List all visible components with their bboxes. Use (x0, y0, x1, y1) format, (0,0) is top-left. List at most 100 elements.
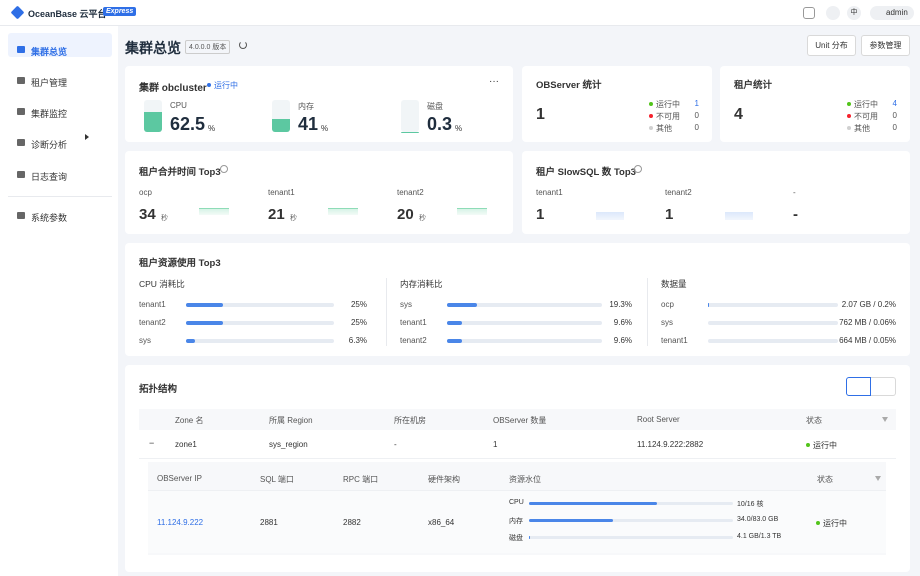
header-button[interactable]: 参数管理 (861, 35, 910, 56)
stat-dot (649, 102, 653, 106)
bar-track (529, 536, 733, 539)
card-title: 租户合并时间 Top3 (139, 167, 221, 178)
menu-item[interactable]: 系统参数 (31, 213, 68, 223)
group-title: CPU 消耗比 (139, 279, 185, 289)
card (125, 243, 910, 356)
bar (529, 519, 613, 522)
card (125, 66, 513, 142)
column-header: Root Server (637, 415, 680, 424)
card-title: 集群 obcluster (139, 83, 207, 94)
row-value: 9.6% (613, 318, 632, 327)
row-value: 6.3% (348, 336, 367, 345)
column-header: OBServer IP (157, 474, 202, 483)
menu-icon (17, 139, 25, 146)
stat-value: 0 (694, 111, 699, 120)
bar (529, 502, 657, 505)
item-value: - (793, 206, 798, 223)
item-name: tenant2 (397, 188, 424, 197)
metric-unit: % (208, 124, 216, 133)
row-name: tenant1 (661, 336, 688, 345)
group-title: 内存消耗比 (400, 279, 443, 289)
lang-button[interactable]: 中 (847, 6, 861, 20)
resource-text: 34.0/83.0 GB (737, 516, 779, 523)
bar (186, 303, 223, 307)
bar (186, 321, 223, 325)
menu-icon (17, 46, 25, 53)
expand-toggle[interactable]: − (149, 438, 155, 448)
menu-arrow (85, 134, 89, 140)
card (522, 151, 910, 234)
stat-total: 1 (536, 106, 545, 123)
badge: Express (103, 7, 137, 16)
stat-dot (649, 114, 653, 118)
cell: sys_region (269, 440, 308, 449)
item-name: tenant1 (536, 188, 563, 197)
card-title: 拓扑结构 (139, 384, 178, 395)
metric-label: 磁盘 (427, 102, 443, 111)
stat-dot (847, 126, 851, 130)
bar (447, 321, 462, 325)
bar-track (708, 321, 838, 325)
stat-label: 其他 (854, 124, 870, 133)
gauge-fill (144, 112, 162, 132)
card (125, 151, 513, 234)
item-value: 21 (268, 206, 285, 223)
menu-item[interactable]: 集群总览 (31, 47, 68, 57)
item-unit: 秒 (290, 215, 297, 222)
header-button[interactable]: Unit 分布 (807, 35, 856, 56)
icon-button (826, 6, 840, 20)
row-value: 664 MB / 0.05% (839, 336, 896, 345)
bar-track (708, 303, 838, 307)
sidebar-divider (8, 196, 112, 197)
status-dot (816, 521, 820, 525)
menu-item[interactable]: 诊断分析 (31, 140, 68, 150)
stat-label: 不可用 (854, 112, 878, 121)
item-unit: 秒 (161, 215, 168, 222)
row-name: tenant2 (139, 318, 166, 327)
item-value: 1 (665, 206, 674, 223)
metric-value: 0.3 (427, 114, 453, 134)
metric-unit: % (455, 124, 463, 133)
bar-track (529, 519, 733, 522)
menu-item[interactable]: 租户管理 (31, 78, 68, 88)
more-button[interactable]: ··· (489, 76, 499, 87)
card-title: 租户 SlowSQL 数 Top3 (536, 167, 636, 178)
card-title: 租户资源使用 Top3 (139, 258, 221, 269)
ip-link[interactable]: 11.124.9.222 (157, 518, 204, 527)
menu-icon (17, 171, 25, 178)
sparkline (725, 212, 753, 220)
resource-text: 10/16 核 (737, 501, 764, 508)
resource-label: 磁盘 (509, 535, 523, 542)
menu-icon (17, 212, 25, 219)
column-header: 所属 Region (269, 416, 313, 425)
stat-label: 运行中 (854, 100, 878, 109)
stat-dot (649, 126, 653, 130)
filter-icon (875, 476, 881, 481)
menu-item[interactable]: 集群监控 (31, 109, 68, 119)
resource-label: 内存 (509, 518, 523, 525)
stat-value: 4 (892, 99, 897, 108)
stat-value: 1 (694, 99, 699, 108)
item-value: 20 (397, 206, 414, 223)
cell: - (394, 440, 397, 449)
row-name: sys (400, 300, 412, 309)
row-value: 762 MB / 0.06% (839, 318, 896, 327)
column-header: 状态 (806, 416, 822, 425)
bar (447, 339, 462, 343)
item-unit: 秒 (419, 215, 426, 222)
cell: 2882 (343, 518, 361, 527)
sidebar-active (8, 33, 112, 57)
item-name: ocp (139, 188, 152, 197)
user-button[interactable]: admin (870, 6, 914, 20)
version-tag: 4.0.0.0 版本 (185, 40, 231, 54)
item-value: 34 (139, 206, 156, 223)
metric-label: CPU (170, 101, 187, 110)
sparkline (328, 208, 358, 215)
column-header: SQL 端口 (260, 475, 294, 484)
card (720, 66, 910, 142)
stat-value: 0 (694, 123, 699, 132)
bar-track (186, 339, 334, 343)
row-value: 25% (350, 300, 367, 309)
menu-item[interactable]: 日志查询 (31, 172, 68, 182)
